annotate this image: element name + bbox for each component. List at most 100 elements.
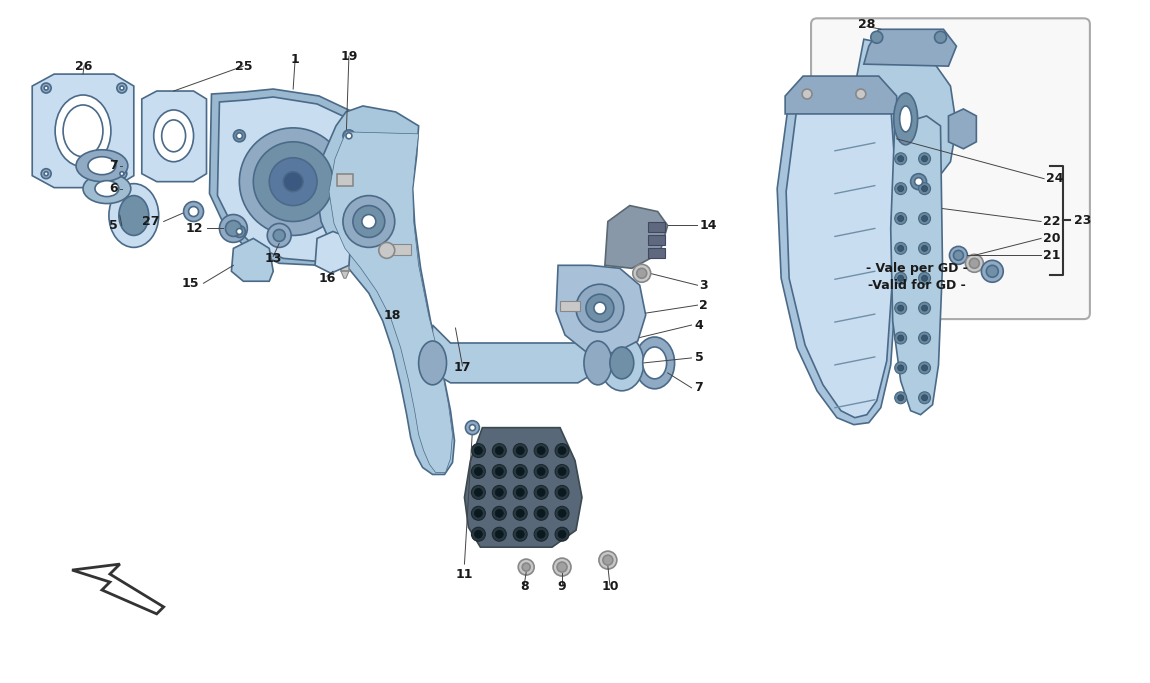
FancyBboxPatch shape — [811, 18, 1090, 319]
Circle shape — [898, 305, 904, 311]
Text: 26: 26 — [75, 59, 93, 72]
Ellipse shape — [154, 110, 193, 162]
Circle shape — [184, 201, 204, 221]
Circle shape — [466, 421, 480, 434]
Circle shape — [492, 443, 506, 458]
Circle shape — [237, 228, 243, 234]
Circle shape — [534, 486, 549, 499]
Circle shape — [898, 335, 904, 341]
Circle shape — [921, 186, 928, 192]
Text: 12: 12 — [186, 222, 204, 235]
Circle shape — [475, 447, 482, 455]
Circle shape — [475, 467, 482, 475]
Circle shape — [269, 158, 317, 206]
Circle shape — [343, 130, 355, 142]
Circle shape — [919, 302, 930, 314]
Circle shape — [44, 86, 48, 90]
Circle shape — [557, 562, 567, 572]
Circle shape — [555, 486, 569, 499]
Circle shape — [898, 395, 904, 401]
Ellipse shape — [899, 106, 912, 132]
Circle shape — [537, 467, 545, 475]
Circle shape — [472, 486, 485, 499]
Text: 27: 27 — [143, 215, 160, 228]
Circle shape — [513, 443, 527, 458]
Ellipse shape — [95, 181, 118, 197]
Bar — [560, 301, 580, 311]
Text: 23: 23 — [1074, 214, 1091, 227]
Circle shape — [921, 245, 928, 251]
Circle shape — [921, 395, 928, 401]
Polygon shape — [315, 232, 351, 273]
Circle shape — [267, 223, 291, 247]
Circle shape — [41, 83, 51, 93]
Text: 3: 3 — [699, 279, 708, 292]
Circle shape — [253, 142, 334, 221]
Ellipse shape — [76, 150, 128, 182]
Circle shape — [534, 464, 549, 478]
Polygon shape — [316, 106, 454, 475]
Circle shape — [522, 563, 530, 571]
Polygon shape — [209, 89, 375, 265]
Circle shape — [239, 128, 347, 236]
Circle shape — [237, 133, 243, 139]
Circle shape — [117, 83, 126, 93]
Circle shape — [895, 302, 906, 314]
Ellipse shape — [584, 341, 612, 385]
Circle shape — [558, 530, 566, 538]
Circle shape — [537, 488, 545, 497]
Text: 1: 1 — [291, 53, 299, 66]
Circle shape — [632, 264, 651, 282]
Circle shape — [919, 273, 930, 284]
Circle shape — [919, 362, 930, 374]
Polygon shape — [465, 428, 582, 547]
Ellipse shape — [419, 341, 446, 385]
Text: 22: 22 — [1043, 215, 1060, 228]
Circle shape — [558, 488, 566, 497]
Bar — [386, 245, 411, 255]
Circle shape — [576, 284, 623, 332]
Circle shape — [189, 206, 199, 217]
Circle shape — [898, 245, 904, 251]
Text: 7: 7 — [109, 159, 117, 172]
Circle shape — [586, 294, 614, 322]
Circle shape — [346, 133, 352, 139]
Circle shape — [950, 247, 967, 264]
Ellipse shape — [118, 195, 148, 236]
Text: 6: 6 — [109, 182, 117, 195]
Text: -Valid for GD -: -Valid for GD - — [868, 279, 966, 292]
Circle shape — [534, 443, 549, 458]
Circle shape — [496, 467, 504, 475]
Circle shape — [895, 392, 906, 404]
Text: 7: 7 — [695, 381, 704, 394]
Circle shape — [921, 335, 928, 341]
Circle shape — [516, 530, 524, 538]
Circle shape — [496, 488, 504, 497]
Circle shape — [472, 506, 485, 520]
Text: 18: 18 — [384, 309, 401, 322]
Circle shape — [516, 488, 524, 497]
Circle shape — [987, 265, 998, 277]
Circle shape — [919, 212, 930, 225]
Circle shape — [513, 486, 527, 499]
Circle shape — [911, 173, 927, 190]
Ellipse shape — [162, 120, 185, 152]
Circle shape — [558, 510, 566, 517]
Circle shape — [117, 169, 126, 179]
Circle shape — [283, 171, 304, 192]
Circle shape — [856, 89, 866, 99]
Circle shape — [895, 362, 906, 374]
Circle shape — [492, 527, 506, 541]
Circle shape — [346, 228, 352, 234]
Circle shape — [895, 273, 906, 284]
Bar — [647, 223, 665, 232]
Bar — [340, 184, 348, 271]
Text: 19: 19 — [340, 50, 358, 63]
Circle shape — [537, 447, 545, 455]
Polygon shape — [72, 564, 163, 614]
Circle shape — [555, 443, 569, 458]
Circle shape — [41, 169, 51, 179]
Circle shape — [472, 464, 485, 478]
Circle shape — [469, 425, 475, 431]
Ellipse shape — [635, 337, 675, 389]
